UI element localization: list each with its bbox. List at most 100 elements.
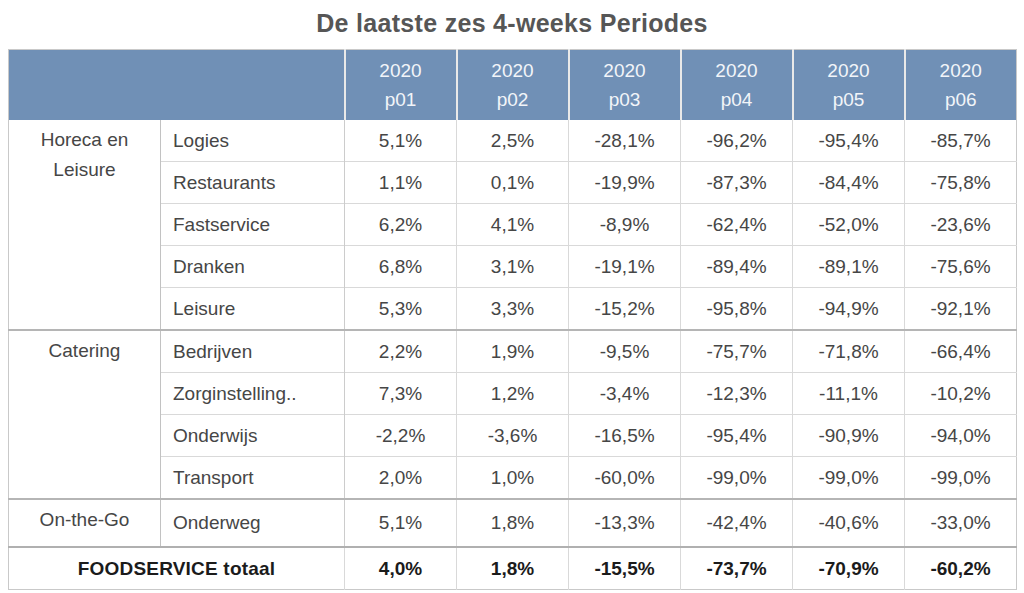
- group-label-catering: Catering: [9, 330, 161, 499]
- table-row: Dranken 6,8% 3,1% -19,1% -89,4% -89,1% -…: [9, 246, 1017, 288]
- value-cell: -71,8%: [793, 330, 905, 373]
- value-cell: 1,1%: [345, 162, 457, 204]
- value-cell: -60,0%: [569, 457, 681, 500]
- value-cell: -89,1%: [793, 246, 905, 288]
- value-cell: -99,0%: [681, 457, 793, 500]
- total-row: FOODSERVICE totaal 4,0% 1,8% -15,5% -73,…: [9, 547, 1017, 590]
- periods-table: 2020 p01 2020 p02 2020 p03 2020 p04 2020…: [8, 49, 1017, 590]
- period-label: p03: [570, 85, 680, 114]
- value-cell: -40,6%: [793, 499, 905, 547]
- value-cell: 1,9%: [457, 330, 569, 373]
- period-label: p06: [906, 85, 1017, 114]
- period-year: 2020: [906, 56, 1017, 85]
- row-label-dranken: Dranken: [161, 246, 345, 288]
- table-row: On-the-Go Onderweg 5,1% 1,8% -13,3% -42,…: [9, 499, 1017, 547]
- value-cell: -12,3%: [681, 373, 793, 415]
- value-cell: -15,2%: [569, 288, 681, 331]
- value-cell: -66,4%: [905, 330, 1017, 373]
- row-label-leisure: Leisure: [161, 288, 345, 331]
- table-row: Zorginstelling.. 7,3% 1,2% -3,4% -12,3% …: [9, 373, 1017, 415]
- value-cell: -33,0%: [905, 499, 1017, 547]
- table-row: Leisure 5,3% 3,3% -15,2% -95,8% -94,9% -…: [9, 288, 1017, 331]
- value-cell: -94,9%: [793, 288, 905, 331]
- group-label-on-the-go: On-the-Go: [9, 499, 161, 547]
- total-value-cell: 4,0%: [345, 547, 457, 590]
- value-cell: 5,1%: [345, 499, 457, 547]
- value-cell: 0,1%: [457, 162, 569, 204]
- value-cell: -19,9%: [569, 162, 681, 204]
- row-label-bedrijven: Bedrijven: [161, 330, 345, 373]
- table-row: Horeca en Leisure Logies 5,1% 2,5% -28,1…: [9, 120, 1017, 162]
- value-cell: 1,0%: [457, 457, 569, 500]
- value-cell: 1,8%: [457, 499, 569, 547]
- value-cell: -42,4%: [681, 499, 793, 547]
- value-cell: -95,4%: [681, 415, 793, 457]
- value-cell: 6,8%: [345, 246, 457, 288]
- value-cell: -19,1%: [569, 246, 681, 288]
- value-cell: 1,2%: [457, 373, 569, 415]
- period-header-p06: 2020 p06: [905, 50, 1017, 121]
- value-cell: -92,1%: [905, 288, 1017, 331]
- total-row-label: FOODSERVICE totaal: [9, 547, 345, 590]
- value-cell: -85,7%: [905, 120, 1017, 162]
- period-header-p04: 2020 p04: [681, 50, 793, 121]
- table-row: Restaurants 1,1% 0,1% -19,9% -87,3% -84,…: [9, 162, 1017, 204]
- value-cell: -95,8%: [681, 288, 793, 331]
- value-cell: -75,7%: [681, 330, 793, 373]
- value-cell: -99,0%: [905, 457, 1017, 500]
- row-label-zorginstellingen: Zorginstelling..: [161, 373, 345, 415]
- total-value-cell: -70,9%: [793, 547, 905, 590]
- corner-cell: [9, 50, 345, 121]
- value-cell: -3,6%: [457, 415, 569, 457]
- table-row: Transport 2,0% 1,0% -60,0% -99,0% -99,0%…: [9, 457, 1017, 500]
- value-cell: 7,3%: [345, 373, 457, 415]
- value-cell: 4,1%: [457, 204, 569, 246]
- period-year: 2020: [794, 56, 904, 85]
- period-label: p04: [682, 85, 792, 114]
- value-cell: -28,1%: [569, 120, 681, 162]
- period-header-p02: 2020 p02: [457, 50, 569, 121]
- row-label-restaurants: Restaurants: [161, 162, 345, 204]
- value-cell: 2,5%: [457, 120, 569, 162]
- table-row: Onderwijs -2,2% -3,6% -16,5% -95,4% -90,…: [9, 415, 1017, 457]
- value-cell: -94,0%: [905, 415, 1017, 457]
- value-cell: -75,6%: [905, 246, 1017, 288]
- value-cell: 5,1%: [345, 120, 457, 162]
- value-cell: -75,8%: [905, 162, 1017, 204]
- value-cell: -95,4%: [793, 120, 905, 162]
- value-cell: 3,3%: [457, 288, 569, 331]
- value-cell: -10,2%: [905, 373, 1017, 415]
- value-cell: -90,9%: [793, 415, 905, 457]
- period-year: 2020: [458, 56, 568, 85]
- period-year: 2020: [570, 56, 680, 85]
- value-cell: -99,0%: [793, 457, 905, 500]
- period-label: p01: [346, 85, 456, 114]
- row-label-onderweg: Onderweg: [161, 499, 345, 547]
- period-header-p01: 2020 p01: [345, 50, 457, 121]
- total-value-cell: -73,7%: [681, 547, 793, 590]
- value-cell: -2,2%: [345, 415, 457, 457]
- period-label: p05: [794, 85, 904, 114]
- period-header-p05: 2020 p05: [793, 50, 905, 121]
- total-value-cell: -60,2%: [905, 547, 1017, 590]
- value-cell: -62,4%: [681, 204, 793, 246]
- value-cell: 5,3%: [345, 288, 457, 331]
- value-cell: -11,1%: [793, 373, 905, 415]
- total-value-cell: 1,8%: [457, 547, 569, 590]
- period-header-p03: 2020 p03: [569, 50, 681, 121]
- row-label-onderwijs: Onderwijs: [161, 415, 345, 457]
- period-year: 2020: [346, 56, 456, 85]
- table-row: Catering Bedrijven 2,2% 1,9% -9,5% -75,7…: [9, 330, 1017, 373]
- value-cell: 3,1%: [457, 246, 569, 288]
- total-value-cell: -15,5%: [569, 547, 681, 590]
- group-label-horeca-en-leisure: Horeca en Leisure: [9, 120, 161, 330]
- value-cell: -96,2%: [681, 120, 793, 162]
- value-cell: 6,2%: [345, 204, 457, 246]
- row-label-logies: Logies: [161, 120, 345, 162]
- page-title: De laatste zes 4-weeks Periodes: [0, 9, 1024, 38]
- value-cell: -89,4%: [681, 246, 793, 288]
- row-label-fastservice: Fastservice: [161, 204, 345, 246]
- value-cell: -9,5%: [569, 330, 681, 373]
- value-cell: -3,4%: [569, 373, 681, 415]
- value-cell: -8,9%: [569, 204, 681, 246]
